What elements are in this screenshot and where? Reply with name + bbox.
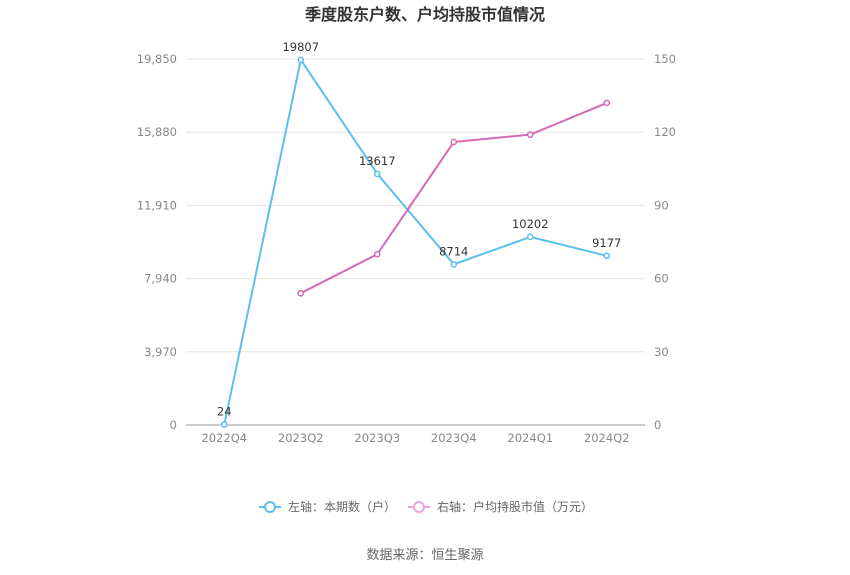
left-axis-tick-label: 19,850 <box>137 52 177 66</box>
left-axis-tick-label: 7,940 <box>144 272 177 286</box>
series-1-point <box>603 99 611 107</box>
source-note: 数据来源：恒生聚源 <box>366 548 483 563</box>
x-axis-tick-label: 2023Q3 <box>354 431 400 445</box>
right-axis-ticks: 0 30 60 90 120 150 <box>654 52 676 432</box>
right-axis-tick-label: 30 <box>654 345 669 359</box>
x-axis-tick-label: 2024Q2 <box>584 431 630 445</box>
series-0-point <box>297 56 305 64</box>
x-axis-tick-label: 2023Q2 <box>278 431 324 445</box>
series-0-point <box>220 421 228 428</box>
series-1-point <box>526 131 534 138</box>
data-label: 13617 <box>359 154 396 168</box>
series-0-point <box>450 260 458 268</box>
right-axis-tick-label: 150 <box>654 52 676 66</box>
series-line-0 <box>223 57 608 425</box>
x-axis-ticks: 2022Q4 2023Q2 2023Q3 2023Q4 2024Q1 2024Q2 <box>201 431 629 445</box>
data-label: 10202 <box>512 217 549 231</box>
series-0-point <box>603 252 611 260</box>
series-group: 24 19807 13617 8714 10202 9177 <box>217 40 621 428</box>
left-axis-tick-label: 11,910 <box>137 198 177 212</box>
data-label: 24 <box>217 405 232 419</box>
data-label: 9177 <box>592 236 621 250</box>
chart-title: 季度股东户数、户均持股市值情况 <box>304 5 545 24</box>
left-axis-tick-label: 3,970 <box>144 345 177 359</box>
grid <box>186 58 645 353</box>
x-axis-tick-label: 2022Q4 <box>201 431 247 445</box>
series-1-point <box>373 250 381 258</box>
series-1-point <box>450 138 458 146</box>
legend-label-0: 左轴：本期数（户） <box>288 499 396 514</box>
right-axis-tick-label: 60 <box>654 272 669 286</box>
right-axis-tick-label: 90 <box>654 198 669 212</box>
data-label: 19807 <box>282 40 319 54</box>
legend-marker-1 <box>413 501 425 513</box>
series-0-point <box>526 233 534 241</box>
legend-marker-0 <box>264 501 276 513</box>
right-axis-tick-label: 0 <box>654 418 661 432</box>
right-axis-tick-label: 120 <box>654 125 676 139</box>
left-axis-tick-label: 0 <box>170 418 177 432</box>
x-axis-tick-label: 2024Q1 <box>507 431 553 445</box>
left-axis-ticks: 0 3,970 7,940 11,910 15,880 19,850 <box>137 52 177 432</box>
x-axis-tick-label: 2023Q4 <box>431 431 477 445</box>
series-0-point <box>373 170 381 178</box>
series-1-point <box>297 289 305 297</box>
legend: 左轴：本期数（户） 右轴：户均持股市值（万元） <box>259 499 593 514</box>
data-label: 8714 <box>439 244 468 258</box>
left-axis-tick-label: 15,880 <box>137 125 177 139</box>
legend-label-1: 右轴：户均持股市值（万元） <box>437 499 593 514</box>
